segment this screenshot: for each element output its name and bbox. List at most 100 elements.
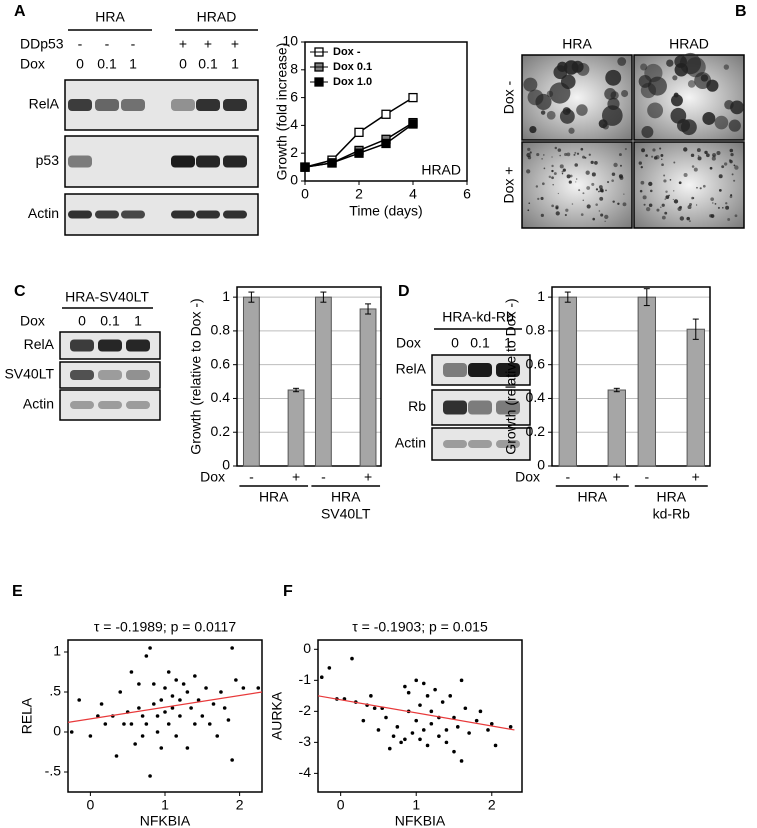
blot-band bbox=[98, 339, 122, 352]
blot-band bbox=[171, 99, 195, 111]
colony bbox=[640, 180, 645, 185]
point bbox=[155, 714, 160, 718]
blot-panel bbox=[431, 427, 531, 461]
colony bbox=[575, 181, 577, 183]
blot-band bbox=[98, 401, 122, 409]
y-tick-label: 4 bbox=[290, 116, 298, 132]
y-tick-label: -2 bbox=[299, 702, 312, 718]
colony bbox=[649, 189, 653, 193]
colony bbox=[710, 197, 715, 201]
point bbox=[403, 684, 407, 689]
colony bbox=[666, 59, 674, 67]
y-tick-label: 0.8 bbox=[526, 322, 546, 338]
bar bbox=[558, 296, 577, 467]
point bbox=[425, 694, 430, 698]
colony bbox=[595, 203, 598, 206]
x-tick-label: 1 bbox=[412, 797, 420, 813]
lane-label: - bbox=[78, 36, 83, 52]
colony bbox=[523, 77, 538, 92]
point bbox=[406, 690, 411, 695]
row-label: DDp53 bbox=[20, 36, 64, 52]
colony bbox=[673, 92, 679, 98]
colony bbox=[648, 76, 667, 96]
y-axis-label: Growth (relative to Dox -) bbox=[503, 298, 519, 454]
y-tick-label: 0.4 bbox=[526, 389, 546, 405]
y-tick-label: 10 bbox=[282, 33, 298, 49]
point bbox=[211, 702, 216, 706]
row-label: Dox - bbox=[501, 80, 517, 114]
colony bbox=[643, 203, 646, 206]
colony bbox=[575, 178, 578, 180]
colony bbox=[540, 213, 544, 217]
colony bbox=[648, 203, 653, 207]
colony bbox=[602, 123, 609, 130]
point bbox=[148, 646, 152, 650]
blot-title: HRA-SV40LT bbox=[65, 289, 149, 305]
colony bbox=[555, 211, 560, 216]
colony bbox=[687, 80, 696, 88]
x-tick-label: - bbox=[644, 469, 649, 485]
colony bbox=[607, 97, 620, 110]
colony bbox=[568, 180, 572, 184]
lane-label: 0.1 bbox=[100, 313, 120, 329]
colony bbox=[692, 197, 695, 200]
colony bbox=[660, 154, 664, 157]
point bbox=[452, 749, 456, 754]
colony bbox=[566, 152, 571, 157]
colony bbox=[668, 194, 670, 197]
point bbox=[222, 706, 227, 710]
lane-label: 1 bbox=[231, 56, 239, 72]
point bbox=[170, 706, 175, 710]
colony bbox=[536, 152, 540, 157]
point bbox=[193, 674, 197, 678]
colony bbox=[659, 147, 662, 150]
marker bbox=[327, 158, 337, 168]
colony bbox=[734, 214, 738, 218]
point bbox=[440, 700, 445, 704]
y-tick-label: -3 bbox=[299, 733, 312, 749]
x-axis-label: NFKBIA bbox=[395, 813, 446, 828]
blot-band bbox=[68, 155, 92, 168]
blot-band bbox=[196, 155, 220, 168]
colony bbox=[537, 197, 540, 200]
colony bbox=[600, 213, 604, 217]
point bbox=[489, 721, 494, 726]
blot-panel bbox=[59, 361, 161, 389]
colony bbox=[617, 57, 627, 66]
colony bbox=[641, 126, 654, 138]
colony bbox=[598, 210, 601, 212]
point bbox=[421, 728, 426, 732]
point bbox=[148, 774, 152, 778]
point bbox=[437, 734, 441, 738]
colony bbox=[693, 167, 698, 172]
group-label: HRAD bbox=[197, 9, 237, 25]
legend-label: Dox - bbox=[333, 46, 361, 58]
blot-band bbox=[443, 400, 467, 415]
lane-label: 1 bbox=[504, 335, 512, 351]
colony bbox=[527, 209, 530, 212]
colony bbox=[543, 154, 545, 156]
x-tick-label: 6 bbox=[463, 186, 471, 202]
point bbox=[414, 718, 419, 723]
point bbox=[421, 681, 426, 686]
lane-label: + bbox=[204, 36, 212, 52]
colony bbox=[677, 206, 682, 212]
colony bbox=[733, 179, 736, 182]
point bbox=[369, 694, 373, 698]
colony bbox=[679, 216, 685, 221]
point bbox=[319, 675, 324, 680]
colony bbox=[573, 153, 576, 156]
x-tick-label: 4 bbox=[409, 186, 417, 202]
bar bbox=[242, 296, 260, 467]
colony bbox=[546, 110, 556, 120]
lane-label: 0.1 bbox=[470, 335, 490, 351]
colony bbox=[663, 174, 666, 177]
marker bbox=[354, 148, 364, 158]
band-label: p53 bbox=[36, 152, 60, 168]
bar bbox=[686, 328, 705, 467]
colony bbox=[612, 200, 615, 203]
colony bbox=[705, 153, 710, 158]
point bbox=[178, 698, 182, 702]
colony bbox=[727, 218, 731, 221]
blot-band bbox=[468, 440, 492, 448]
